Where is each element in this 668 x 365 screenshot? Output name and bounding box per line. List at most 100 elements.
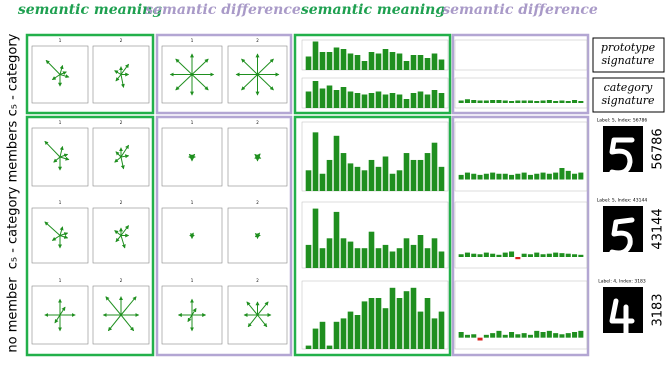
signature-box xyxy=(592,77,665,113)
bar xyxy=(305,91,312,108)
bar xyxy=(375,91,382,108)
bar xyxy=(458,254,464,257)
bar xyxy=(509,251,515,257)
bar xyxy=(389,52,396,70)
panel-title: 2 xyxy=(120,38,123,43)
bar xyxy=(490,172,496,180)
bar xyxy=(403,61,410,70)
bar xyxy=(340,87,347,108)
bar xyxy=(326,85,333,108)
bar xyxy=(464,172,470,180)
bar xyxy=(347,53,354,70)
bar xyxy=(490,333,496,338)
bar xyxy=(572,254,578,257)
row-label: c₅ - category members xyxy=(6,120,21,269)
plot-frame xyxy=(301,201,449,269)
bar xyxy=(553,172,559,180)
bar xyxy=(521,333,527,338)
frame xyxy=(451,115,590,357)
bar xyxy=(396,298,403,349)
bar xyxy=(502,334,508,338)
frame xyxy=(155,33,293,115)
bar xyxy=(333,90,340,108)
bar xyxy=(312,132,319,191)
bar xyxy=(490,253,496,257)
bar xyxy=(410,287,417,349)
plot-frame xyxy=(301,77,449,109)
bar xyxy=(565,333,571,338)
bar xyxy=(368,52,375,70)
bar xyxy=(417,159,424,191)
bar xyxy=(312,41,319,70)
bar xyxy=(521,172,527,180)
arrow xyxy=(257,74,274,91)
bar xyxy=(553,101,559,103)
bar xyxy=(340,49,347,70)
sample-image xyxy=(603,287,643,342)
panel-title: 1 xyxy=(191,38,194,43)
bar xyxy=(368,159,375,191)
panel-title: 2 xyxy=(120,278,123,283)
bar xyxy=(483,334,489,338)
bar xyxy=(347,311,354,349)
bar xyxy=(515,173,521,180)
arrow xyxy=(51,74,61,81)
bar xyxy=(424,58,431,70)
plot-frame xyxy=(454,121,588,192)
bar xyxy=(431,318,438,349)
panel-title: 1 xyxy=(191,120,194,125)
bar xyxy=(477,254,483,257)
bar xyxy=(502,100,508,103)
arrow xyxy=(257,314,268,328)
bar xyxy=(424,153,431,191)
sample-caption: Label: 5, Index: 56786 xyxy=(597,118,648,124)
bar xyxy=(527,334,533,338)
arrow xyxy=(241,74,258,91)
bar xyxy=(559,334,565,338)
arrow xyxy=(54,314,61,324)
bar xyxy=(431,90,438,108)
arrow xyxy=(115,235,122,243)
bar xyxy=(458,100,464,103)
bar xyxy=(464,99,470,103)
bar xyxy=(477,100,483,103)
bar xyxy=(515,100,521,103)
arrow xyxy=(246,301,258,316)
bar xyxy=(417,311,424,349)
bar xyxy=(312,208,319,268)
bar xyxy=(424,94,431,108)
bar xyxy=(546,173,552,180)
bar xyxy=(438,93,445,108)
panel-title: 1 xyxy=(59,120,62,125)
bar xyxy=(354,55,361,70)
bar xyxy=(403,291,410,349)
bar xyxy=(471,100,477,103)
bar xyxy=(326,345,333,349)
arrow xyxy=(44,140,61,158)
frame xyxy=(25,33,155,115)
bar xyxy=(368,93,375,108)
bar xyxy=(410,93,417,108)
bar xyxy=(326,159,333,191)
arrow xyxy=(53,156,61,163)
sample-caption: Label: 5, Index: 43144 xyxy=(597,198,648,204)
bar xyxy=(509,332,515,338)
bar xyxy=(431,53,438,70)
bar xyxy=(319,321,326,349)
bar xyxy=(382,244,389,268)
bar xyxy=(312,81,319,108)
arrow xyxy=(120,74,125,88)
bar xyxy=(496,254,502,257)
image-bg xyxy=(603,287,643,333)
bar xyxy=(424,298,431,349)
bar xyxy=(490,100,496,103)
plot-frame xyxy=(301,39,449,71)
bar xyxy=(375,166,382,191)
bar xyxy=(534,330,540,338)
signature-box xyxy=(592,37,665,73)
panel-title: 1 xyxy=(59,278,62,283)
arrow xyxy=(191,307,197,316)
bar xyxy=(347,91,354,108)
arrow xyxy=(114,70,122,75)
bar xyxy=(382,156,389,191)
